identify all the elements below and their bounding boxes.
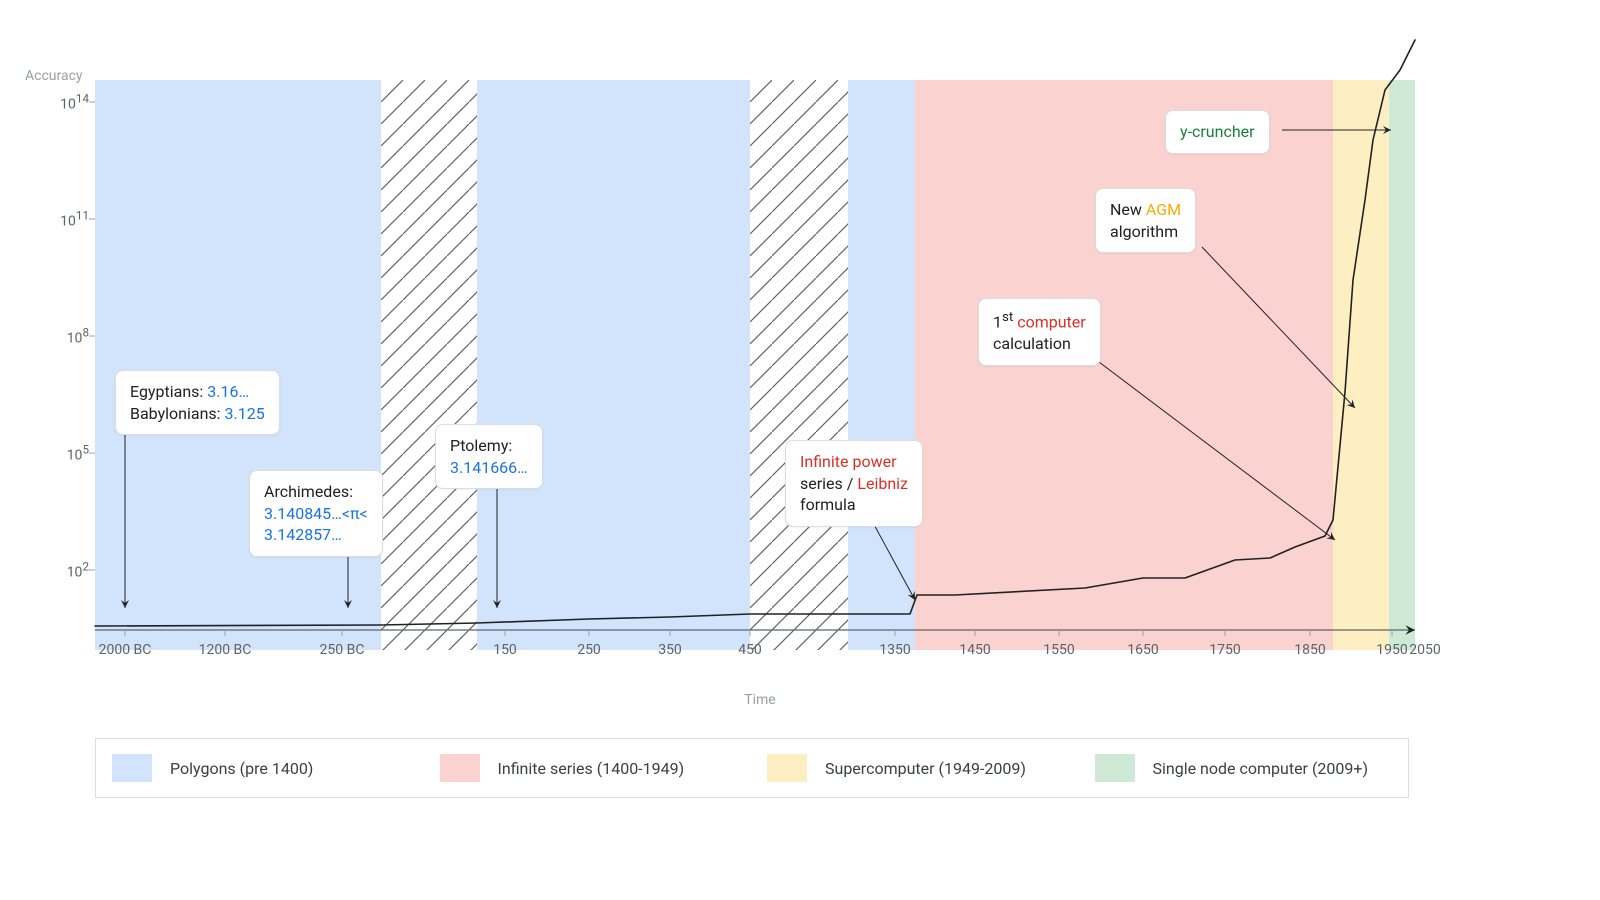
x-tick: 1350 <box>879 642 910 658</box>
x-tick: 1650 <box>1127 642 1158 658</box>
x-tick: 1550 <box>1043 642 1074 658</box>
legend-item: Supercomputer (1949-2009) <box>767 754 1065 782</box>
legend: Polygons (pre 1400) Infinite series (1400… <box>95 738 1409 798</box>
legend-label: Polygons (pre 1400) <box>170 759 313 778</box>
x-tick-end: 2050 <box>1409 642 1440 658</box>
legend-swatch <box>112 754 152 782</box>
legend-swatch <box>440 754 480 782</box>
x-tick: 150 <box>493 642 517 658</box>
x-axis-title: Time <box>744 692 775 708</box>
legend-label: Supercomputer (1949-2009) <box>825 759 1026 778</box>
x-tick: 1950 <box>1376 642 1407 658</box>
x-tick: 1750 <box>1209 642 1240 658</box>
y-tick: 1014 <box>60 92 89 113</box>
legend-item: Single node computer (2009+) <box>1095 754 1393 782</box>
y-tick: 102 <box>67 560 89 581</box>
callout-computer: 1st computercalculation <box>978 298 1101 366</box>
x-tick: 250 <box>577 642 601 658</box>
x-tick: 250 BC <box>320 642 365 658</box>
legend-label: Infinite series (1400-1949) <box>498 759 685 778</box>
legend-item: Polygons (pre 1400) <box>112 754 410 782</box>
callout-ycruncher: y-cruncher <box>1165 110 1270 154</box>
x-tick: 350 <box>658 642 682 658</box>
x-tick: 1450 <box>959 642 990 658</box>
legend-item: Infinite series (1400-1949) <box>440 754 738 782</box>
legend-swatch <box>1095 754 1135 782</box>
legend-swatch <box>767 754 807 782</box>
chart-area: Egyptians: 3.16…Babylonians: 3.125 Archim… <box>95 80 1425 650</box>
legend-label: Single node computer (2009+) <box>1153 759 1369 778</box>
callout-agm: New AGMalgorithm <box>1095 188 1196 253</box>
callout-egyptians: Egyptians: 3.16…Babylonians: 3.125 <box>115 370 280 435</box>
x-tick: 450 <box>738 642 762 658</box>
x-tick: 2000 BC <box>99 642 152 658</box>
y-tick: 105 <box>67 443 89 464</box>
callout-infinite: Infinite powerseries / Leibnizformula <box>785 440 923 527</box>
x-tick: 1850 <box>1294 642 1325 658</box>
callout-archimedes: Archimedes:3.140845…<π<3.142857… <box>249 470 383 557</box>
y-tick: 1011 <box>60 209 89 230</box>
y-tick: 108 <box>67 326 89 347</box>
callout-ptolemy: Ptolemy:3.141666… <box>435 424 543 489</box>
y-axis-title: Accuracy <box>25 68 83 84</box>
x-tick: 1200 BC <box>199 642 252 658</box>
